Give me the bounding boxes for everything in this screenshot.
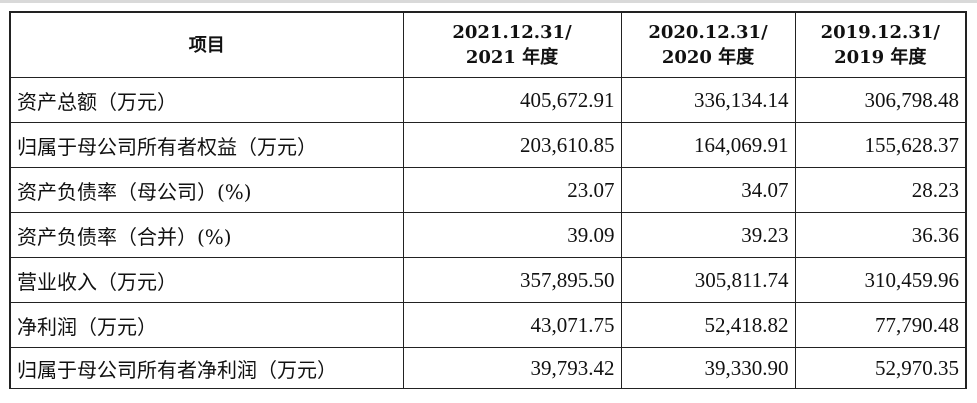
value-2021: 43,071.75 — [402, 302, 622, 348]
row-label: 归属于母公司所有者权益（万元） — [9, 122, 404, 168]
row-label: 营业收入（万元） — [9, 257, 404, 303]
value-2020: 164,069.91 — [620, 122, 796, 168]
value-2019: 52,970.35 — [794, 347, 967, 389]
row-label: 净利润（万元） — [9, 302, 404, 348]
header-2020-year: 2020 年度 — [661, 47, 755, 68]
header-2019: 2019.12.31/ 2019 年度 — [794, 11, 967, 78]
value-2019: 28.23 — [794, 167, 967, 213]
table-row: 归属于母公司所有者净利润（万元） 39,793.42 39,330.90 52,… — [9, 347, 967, 389]
table-row: 资产负债率（母公司）(%) 23.07 34.07 28.23 — [9, 167, 967, 213]
value-2019: 36.36 — [794, 212, 967, 258]
header-2021-date: 2021.12.31/ — [452, 22, 572, 43]
value-2020: 305,811.74 — [620, 257, 796, 303]
header-2019-date: 2019.12.31/ — [820, 22, 940, 43]
header-2021: 2021.12.31/ 2021 年度 — [402, 11, 622, 78]
value-2021: 39,793.42 — [402, 347, 622, 389]
value-2020: 39,330.90 — [620, 347, 796, 389]
header-2019-year: 2019 年度 — [834, 47, 927, 68]
table-row: 净利润（万元） 43,071.75 52,418.82 77,790.48 — [9, 302, 967, 348]
header-row: 项目 2021.12.31/ 2021 年度 2020.12.31/ 2020 … — [9, 11, 967, 78]
row-label: 资产负债率（母公司）(%) — [9, 167, 404, 213]
value-2021: 405,672.91 — [402, 77, 622, 123]
value-2020: 336,134.14 — [620, 77, 796, 123]
table-row: 资产总额（万元） 405,672.91 336,134.14 306,798.4… — [9, 77, 967, 123]
header-2020: 2020.12.31/ 2020 年度 — [620, 11, 796, 78]
financial-summary-table: 项目 2021.12.31/ 2021 年度 2020.12.31/ 2020 … — [9, 11, 967, 389]
row-label: 资产负债率（合并）(%) — [9, 212, 404, 258]
value-2019: 306,798.48 — [794, 77, 967, 123]
top-divider — [0, 0, 977, 3]
header-2020-date: 2020.12.31/ — [648, 22, 768, 43]
table-row: 资产负债率（合并）(%) 39.09 39.23 36.36 — [9, 212, 967, 258]
value-2021: 203,610.85 — [402, 122, 622, 168]
value-2020: 34.07 — [620, 167, 796, 213]
value-2019: 77,790.48 — [794, 302, 967, 348]
table-body: 资产总额（万元） 405,672.91 336,134.14 306,798.4… — [9, 77, 967, 389]
header-item: 项目 — [9, 11, 404, 78]
value-2021: 39.09 — [402, 212, 622, 258]
value-2020: 52,418.82 — [620, 302, 796, 348]
header-2021-year: 2021 年度 — [465, 47, 559, 68]
table-header: 项目 2021.12.31/ 2021 年度 2020.12.31/ 2020 … — [9, 11, 967, 78]
value-2019: 310,459.96 — [794, 257, 967, 303]
value-2021: 23.07 — [402, 167, 622, 213]
header-item-label: 项目 — [188, 34, 225, 56]
row-label: 归属于母公司所有者净利润（万元） — [9, 347, 404, 389]
value-2019: 155,628.37 — [794, 122, 967, 168]
table-row: 归属于母公司所有者权益（万元） 203,610.85 164,069.91 15… — [9, 122, 967, 168]
row-label: 资产总额（万元） — [9, 77, 404, 123]
value-2021: 357,895.50 — [402, 257, 622, 303]
value-2020: 39.23 — [620, 212, 796, 258]
table-row: 营业收入（万元） 357,895.50 305,811.74 310,459.9… — [9, 257, 967, 303]
